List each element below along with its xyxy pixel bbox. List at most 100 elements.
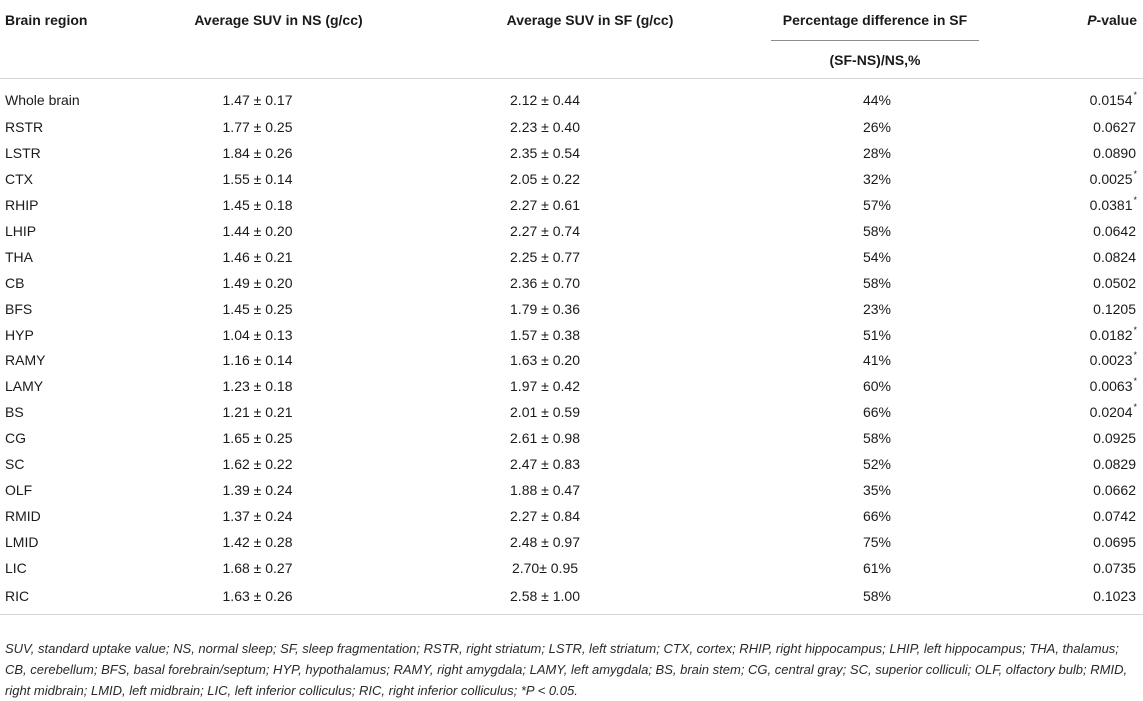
significance-marker: * (1133, 350, 1137, 361)
suv-sf-cell-value: 2.01 ± 0.59 (510, 404, 580, 421)
p-value-cell: 0.0204* (985, 399, 1143, 425)
suv-ns-cell-value: 1.39 ± 0.24 (222, 481, 293, 498)
table-row: BFS 1.45 ± 0.25 1.79 ± 0.36 23% 0.1205 (0, 296, 1143, 322)
table-row: HYP 1.04 ± 0.13 1.57 ± 0.38 51% 0.0182* (0, 322, 1143, 348)
suv-ns-cell: 1.63 ± 0.26 (150, 580, 407, 615)
brain-region-cell: Whole brain (0, 78, 150, 115)
header-average-suv-ns: Average SUV in NS (g/cc) (194, 12, 363, 28)
p-value-cell-value: 0.0890 (1093, 145, 1136, 162)
suv-ns-cell: 1.21 ± 0.21 (150, 399, 407, 425)
suv-sf-cell-value: 2.23 ± 0.40 (510, 119, 580, 136)
percentage-difference-cell: 66% (773, 503, 985, 529)
brain-region-cell: RSTR (0, 115, 150, 141)
table-row: RAMY 1.16 ± 0.14 1.63 ± 0.20 41% 0.0023* (0, 348, 1143, 374)
suv-ns-cell: 1.84 ± 0.26 (150, 140, 407, 166)
suv-sf-cell-value: 1.88 ± 0.47 (510, 481, 580, 498)
brain-region-cell-value: LMID (5, 533, 39, 550)
percentage-difference-cell-value: 58% (862, 587, 892, 604)
percentage-difference-cell-value: 51% (862, 326, 892, 343)
suv-sf-cell: 2.48 ± 0.97 (407, 529, 773, 555)
brain-region-cell-value: RHIP (5, 197, 39, 214)
table-row: RSTR 1.77 ± 0.25 2.23 ± 0.40 26% 0.0627 (0, 115, 1143, 141)
suv-sf-cell: 2.47 ± 0.83 (407, 451, 773, 477)
suv-ns-cell-value: 1.49 ± 0.20 (222, 274, 293, 291)
table-row: Whole brain 1.47 ± 0.17 2.12 ± 0.44 44% 0.01… (0, 78, 1143, 115)
brain-region-cell: RAMY (0, 348, 150, 374)
suv-ns-cell: 1.47 ± 0.17 (150, 78, 407, 115)
table-row: LMID 1.42 ± 0.28 2.48 ± 0.97 75% 0.0695 (0, 529, 1143, 555)
percentage-difference-cell-value: 58% (862, 430, 892, 447)
suv-sf-cell-value: 2.35 ± 0.54 (510, 145, 580, 162)
header-percentage-formula-cell: (SF-NS)/NS,% (773, 42, 985, 79)
header-p-letter: P (1087, 12, 1097, 28)
suv-ns-cell: 1.45 ± 0.25 (150, 296, 407, 322)
suv-sf-cell-value: 2.27 ± 0.61 (510, 197, 580, 214)
suv-ns-cell: 1.42 ± 0.28 (150, 529, 407, 555)
header-percentage-difference: Percentage difference in SF (771, 0, 985, 42)
table-row: OLF 1.39 ± 0.24 1.88 ± 0.47 35% 0.0662 (0, 477, 1143, 503)
percentage-difference-cell: 54% (773, 244, 985, 270)
percentage-difference-cell-value: 54% (862, 248, 892, 265)
p-value-cell-value: 0.0662 (1093, 481, 1136, 498)
suv-sf-cell-value: 2.27 ± 0.84 (510, 507, 580, 524)
suv-ns-cell: 1.04 ± 0.13 (150, 322, 407, 348)
suv-sf-cell-value: 2.70± 0.95 (511, 559, 579, 576)
suv-ns-cell: 1.39 ± 0.24 (150, 477, 407, 503)
header-brain-region: Brain region (5, 12, 88, 28)
p-value-cell: 0.0627 (985, 115, 1143, 141)
suv-sf-cell: 2.27 ± 0.84 (407, 503, 773, 529)
percentage-difference-cell: 66% (773, 399, 985, 425)
brain-region-cell-value: CB (5, 274, 25, 291)
percentage-difference-cell-value: 57% (862, 197, 892, 214)
table-row: LIC 1.68 ± 0.27 2.70± 0.95 61% 0.0735 (0, 555, 1143, 581)
suv-ns-cell-value: 1.42 ± 0.28 (222, 533, 293, 550)
suv-sf-cell-value: 2.25 ± 0.77 (510, 248, 580, 265)
brain-region-cell: BS (0, 399, 150, 425)
suv-ns-cell-value: 1.46 ± 0.21 (222, 248, 293, 265)
p-value-cell-value: 0.0023 (1089, 352, 1133, 369)
brain-region-cell: SC (0, 451, 150, 477)
brain-region-cell-value: BFS (5, 300, 33, 317)
suv-sf-cell: 2.27 ± 0.74 (407, 218, 773, 244)
p-value-cell-value: 0.0925 (1093, 430, 1136, 447)
brain-region-cell: RHIP (0, 192, 150, 218)
header-subrow-empty-2 (150, 42, 407, 79)
suv-sf-cell-value: 2.36 ± 0.70 (510, 274, 580, 291)
suv-sf-cell: 1.57 ± 0.38 (407, 322, 773, 348)
brain-region-cell-value: LAMY (5, 378, 44, 395)
brain-region-cell-value: RAMY (5, 352, 46, 369)
p-value-cell: 0.0925 (985, 425, 1143, 451)
suv-ns-cell-value: 1.16 ± 0.14 (222, 352, 293, 369)
percentage-difference-cell-value: 52% (862, 456, 892, 473)
p-value-cell: 0.0023* (985, 348, 1143, 374)
p-value-cell: 0.0063* (985, 373, 1143, 399)
suv-sf-cell-value: 1.97 ± 0.42 (510, 378, 580, 395)
suv-ns-cell-value: 1.62 ± 0.22 (222, 456, 293, 473)
p-value-cell: 0.0829 (985, 451, 1143, 477)
p-value-cell-value: 0.0204 (1089, 404, 1133, 421)
p-value-cell-value: 0.0381 (1089, 197, 1133, 214)
percentage-difference-cell-value: 60% (862, 378, 892, 395)
header-subrow: (SF-NS)/NS,% (0, 42, 1143, 79)
brain-region-cell-value: CTX (5, 171, 33, 188)
suv-sf-cell-value: 2.61 ± 0.98 (510, 430, 580, 447)
p-value-cell: 0.0890 (985, 140, 1143, 166)
suv-ns-cell: 1.46 ± 0.21 (150, 244, 407, 270)
significance-marker: * (1133, 89, 1137, 100)
suv-sf-cell: 2.61 ± 0.98 (407, 425, 773, 451)
brain-region-cell: LAMY (0, 373, 150, 399)
p-value-cell-value: 0.1205 (1093, 300, 1136, 317)
suv-ns-cell: 1.16 ± 0.14 (150, 348, 407, 374)
p-value-cell-value: 0.0063 (1089, 378, 1133, 395)
table-row: LSTR 1.84 ± 0.26 2.35 ± 0.54 28% 0.0890 (0, 140, 1143, 166)
brain-region-cell: CB (0, 270, 150, 296)
suv-ns-cell-value: 1.23 ± 0.18 (222, 378, 293, 395)
suv-sf-cell: 2.27 ± 0.61 (407, 192, 773, 218)
suv-sf-cell-value: 1.57 ± 0.38 (510, 326, 580, 343)
table-header: Brain region Average SUV in NS (g/cc) Av… (0, 0, 1143, 79)
percentage-difference-cell-value: 66% (862, 404, 892, 421)
suv-sf-cell-value: 2.05 ± 0.22 (510, 171, 580, 188)
suv-ns-cell-value: 1.04 ± 0.13 (222, 326, 293, 343)
suv-sf-cell-value: 1.63 ± 0.20 (510, 352, 580, 369)
